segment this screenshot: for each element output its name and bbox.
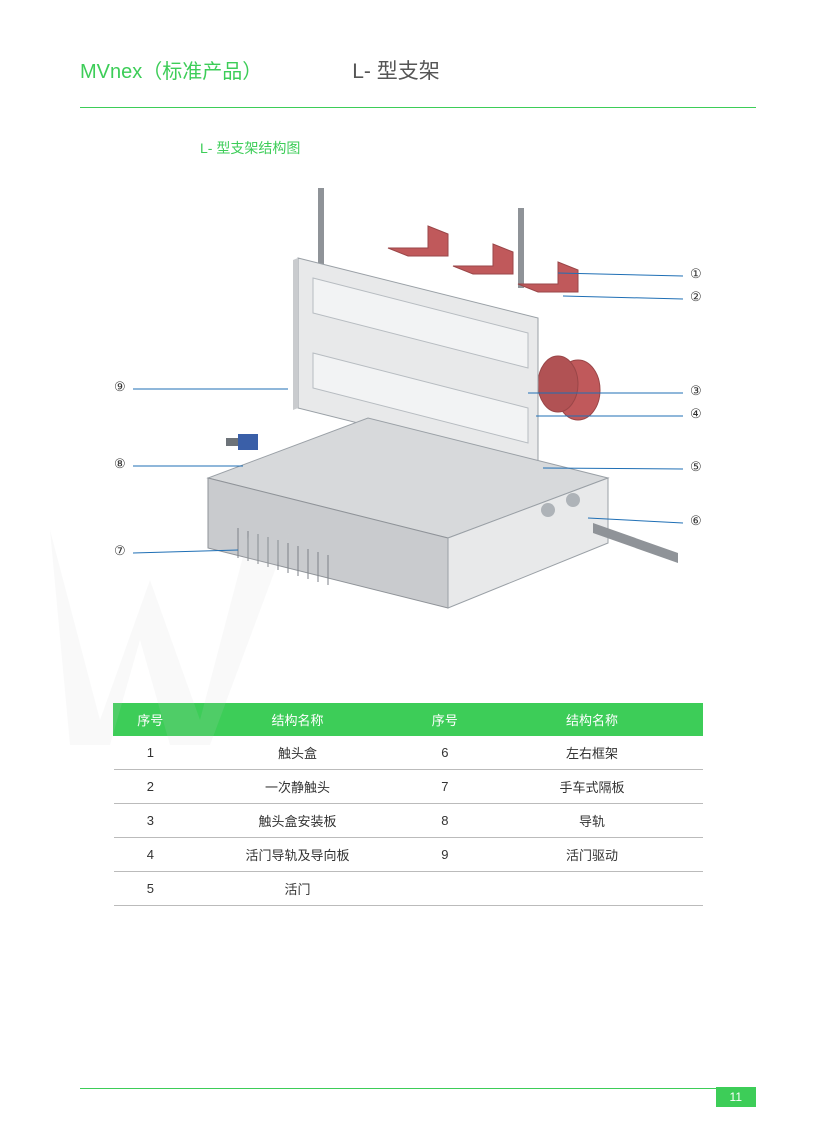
callout-2: ② <box>690 289 702 305</box>
callout-7: ⑦ <box>114 543 126 559</box>
callout-1: ① <box>690 266 702 282</box>
th-index-1: 序号 <box>114 704 188 736</box>
page-number: 11 <box>716 1087 756 1107</box>
product-name: MVnex（标准产品） <box>80 55 262 84</box>
th-index-2: 序号 <box>408 704 482 736</box>
structure-figure: ① ② ③ ④ ⑤ ⑥ ⑦ ⑧ ⑨ <box>88 168 728 668</box>
parts-table: 序号 结构名称 序号 结构名称 1 触头盒 6 左右框架 2 一次静触头 7 手… <box>113 703 703 906</box>
page-title: L- 型支架 <box>352 55 440 85</box>
device-illustration <box>88 168 728 668</box>
callout-4: ④ <box>690 406 702 422</box>
figure-caption: L- 型支架结构图 <box>200 138 816 158</box>
table-row: 1 触头盒 6 左右框架 <box>114 736 703 770</box>
footer-rule <box>80 1088 756 1089</box>
callout-8: ⑧ <box>114 456 126 472</box>
callout-5: ⑤ <box>690 459 702 475</box>
callout-9: ⑨ <box>114 379 126 395</box>
table-row: 5 活门 <box>114 872 703 906</box>
table-row: 4 活门导轨及导向板 9 活门驱动 <box>114 838 703 872</box>
table-row: 2 一次静触头 7 手车式隔板 <box>114 770 703 804</box>
header-rule <box>80 107 756 108</box>
th-name-2: 结构名称 <box>482 704 703 736</box>
callout-6: ⑥ <box>690 513 702 529</box>
th-name-1: 结构名称 <box>187 704 408 736</box>
table-row: 3 触头盒安装板 8 导轨 <box>114 804 703 838</box>
callout-3: ③ <box>690 383 702 399</box>
